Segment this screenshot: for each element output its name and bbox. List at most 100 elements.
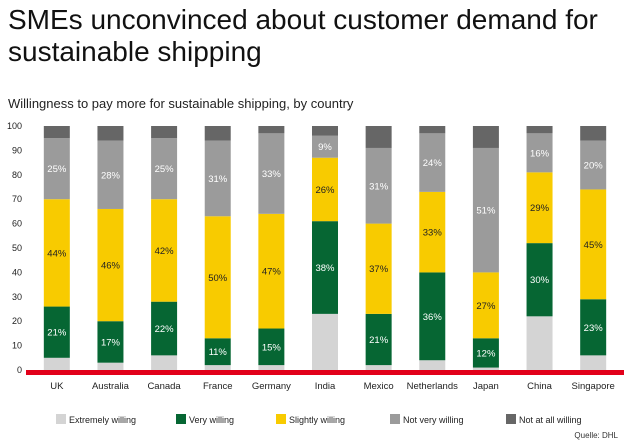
bar-segment bbox=[258, 133, 285, 214]
x-tick-label: France bbox=[203, 381, 233, 392]
bar-segment bbox=[580, 140, 607, 190]
bar-segment bbox=[419, 133, 446, 192]
y-tick-label: 30 bbox=[12, 292, 22, 302]
bar-segment bbox=[43, 138, 70, 200]
bar-segment bbox=[97, 140, 124, 209]
bar-segment bbox=[526, 172, 553, 244]
bar-segment bbox=[472, 338, 499, 368]
bar-segment bbox=[258, 213, 285, 329]
bar-segment bbox=[151, 301, 178, 356]
bar-segment bbox=[365, 365, 392, 370]
x-tick-label: Mexico bbox=[364, 381, 394, 392]
data-label: 47% bbox=[262, 267, 282, 278]
data-label: 28% bbox=[101, 170, 121, 181]
bar-segment bbox=[312, 313, 338, 370]
bar-segment bbox=[580, 299, 607, 356]
bar-segment bbox=[258, 365, 285, 370]
bar-segment bbox=[526, 133, 553, 173]
x-tick-label: Japan bbox=[473, 381, 499, 392]
y-tick-label: 0 bbox=[17, 365, 22, 375]
data-label: 42% bbox=[155, 246, 175, 257]
x-tick-label: Singapore bbox=[572, 381, 615, 392]
x-tick-label: Canada bbox=[147, 381, 181, 392]
data-label: 30% bbox=[530, 275, 550, 286]
bar-segment bbox=[204, 365, 231, 370]
legend-swatch bbox=[506, 414, 516, 424]
data-label: 33% bbox=[423, 228, 443, 239]
data-label: 29% bbox=[530, 203, 550, 214]
x-tick-label: India bbox=[315, 381, 336, 392]
bar-segment bbox=[472, 147, 499, 273]
data-label: 37% bbox=[369, 264, 389, 275]
data-label: 20% bbox=[584, 161, 604, 172]
bar-segment bbox=[312, 126, 338, 136]
y-tick-label: 10 bbox=[12, 341, 22, 351]
data-label: 38% bbox=[315, 263, 335, 274]
bar-segment bbox=[365, 223, 392, 314]
y-tick-label: 70 bbox=[12, 194, 22, 204]
x-tick-label: China bbox=[527, 381, 553, 392]
bar-segment bbox=[43, 357, 70, 370]
data-label: 15% bbox=[262, 342, 282, 353]
bar-segment bbox=[151, 355, 178, 370]
data-label: 9% bbox=[318, 142, 332, 153]
legend-swatch bbox=[276, 414, 286, 424]
data-label: 24% bbox=[423, 158, 443, 169]
bar-segment bbox=[97, 208, 124, 322]
data-label: 50% bbox=[208, 273, 228, 284]
data-label: 17% bbox=[101, 337, 121, 348]
data-label: 12% bbox=[476, 348, 496, 359]
legend-swatch bbox=[176, 414, 186, 424]
bar-segment bbox=[419, 360, 446, 370]
legend-label: Not at all willing bbox=[519, 415, 582, 425]
bar-segment bbox=[526, 316, 553, 370]
legend-label: Slightly willing bbox=[289, 415, 345, 425]
data-label: 11% bbox=[209, 347, 228, 358]
bar-segment bbox=[312, 135, 338, 158]
data-label: 25% bbox=[155, 164, 175, 175]
bar-segment bbox=[365, 313, 392, 366]
bar-segment bbox=[258, 126, 285, 134]
bar-segment bbox=[204, 140, 231, 217]
y-tick-label: 100 bbox=[7, 121, 22, 131]
bar-segment bbox=[472, 367, 499, 370]
data-label: 51% bbox=[476, 206, 496, 217]
legend-label: Very willing bbox=[189, 415, 234, 425]
bar-segment bbox=[97, 126, 124, 141]
data-label: 27% bbox=[476, 301, 496, 312]
bar-segment bbox=[580, 126, 607, 141]
bar-segment bbox=[365, 126, 392, 148]
data-label: 25% bbox=[47, 164, 67, 175]
bar-segment bbox=[151, 126, 178, 139]
chart-subtitle: Willingness to pay more for sustainable … bbox=[8, 96, 354, 111]
x-tick-label: Netherlands bbox=[407, 381, 458, 392]
bar-segment bbox=[204, 216, 231, 339]
x-tick-label: Germany bbox=[252, 381, 291, 392]
data-label: 36% bbox=[423, 312, 443, 323]
y-tick-label: 50 bbox=[12, 243, 22, 253]
chart-title: SMEs unconvinced about customer demand f… bbox=[8, 4, 598, 67]
bar-segment bbox=[580, 189, 607, 300]
bar-segment bbox=[312, 221, 338, 314]
y-tick-label: 60 bbox=[12, 219, 22, 229]
data-label: 21% bbox=[47, 328, 67, 339]
bar-segment bbox=[472, 272, 499, 339]
legend-label: Not very willing bbox=[403, 415, 464, 425]
bar-segment bbox=[472, 126, 499, 148]
data-label: 16% bbox=[530, 148, 550, 159]
data-label: 44% bbox=[47, 248, 67, 259]
bar-segment bbox=[419, 272, 446, 361]
data-label: 33% bbox=[262, 169, 282, 180]
bar-segment bbox=[151, 199, 178, 302]
data-label: 26% bbox=[315, 185, 335, 196]
bar-segment bbox=[43, 126, 70, 139]
bar-segment bbox=[97, 362, 124, 370]
source-note: Quelle: DHL bbox=[574, 431, 618, 440]
bar-segment bbox=[526, 243, 553, 317]
y-tick-label: 90 bbox=[12, 145, 22, 155]
data-label: 23% bbox=[584, 323, 604, 334]
bar-segment bbox=[526, 126, 553, 134]
data-label: 31% bbox=[369, 181, 389, 192]
bar-segment bbox=[312, 157, 338, 222]
data-label: 46% bbox=[101, 261, 121, 272]
